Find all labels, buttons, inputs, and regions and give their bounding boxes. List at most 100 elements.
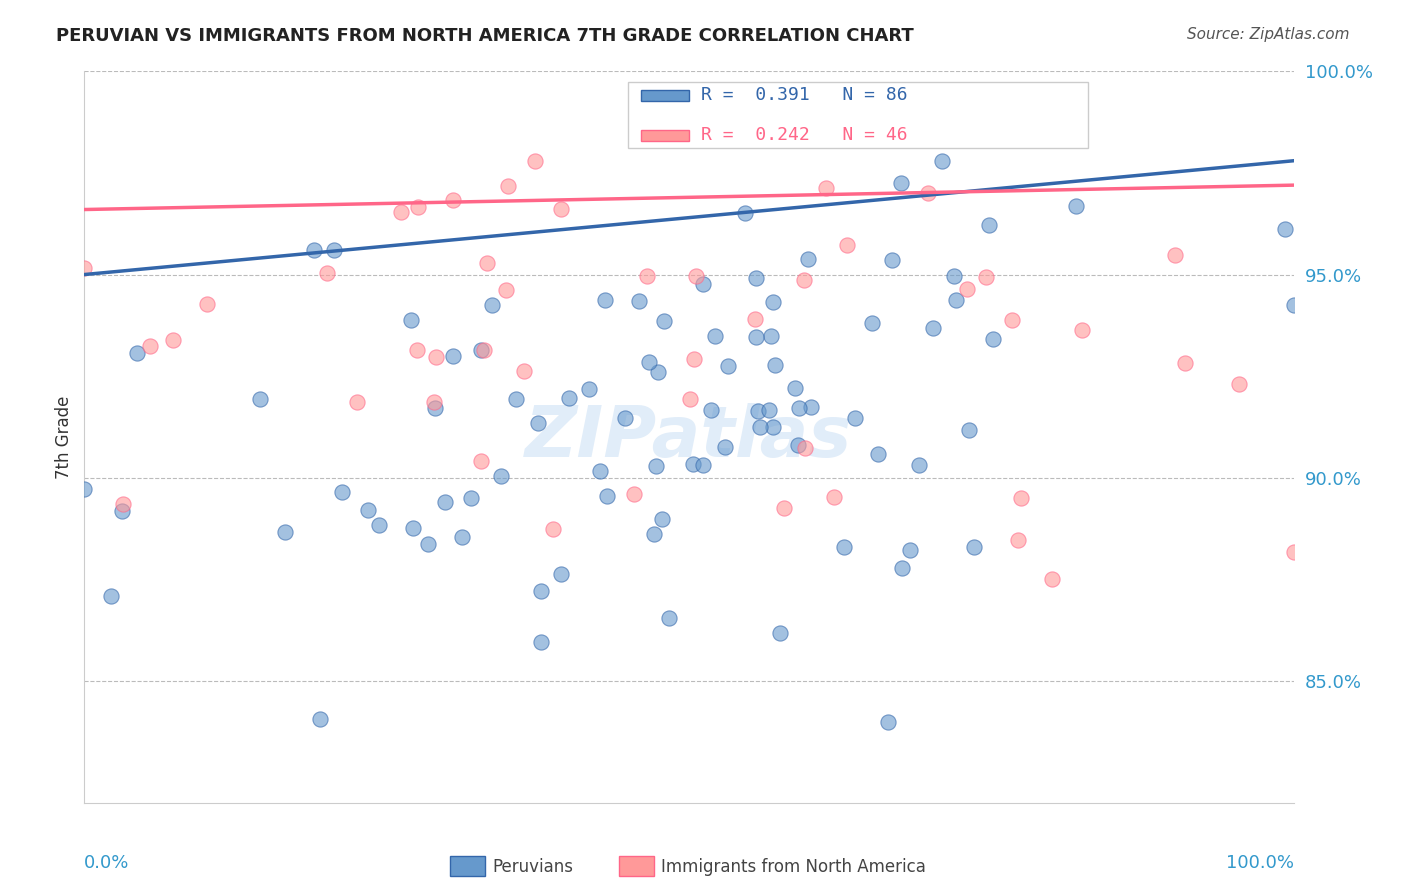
Point — [762, 419, 785, 434]
Point — [787, 401, 810, 415]
Point — [302, 243, 325, 257]
Point — [433, 495, 456, 509]
Bar — [628, 82, 1088, 148]
Point — [470, 343, 492, 357]
Point — [868, 447, 890, 461]
Point — [644, 459, 666, 474]
Point — [578, 382, 600, 396]
Point — [976, 269, 998, 284]
Text: 100.0%: 100.0% — [1226, 854, 1294, 872]
Point — [747, 404, 769, 418]
Point — [786, 438, 808, 452]
Point — [423, 394, 446, 409]
Point — [1164, 248, 1187, 262]
Point — [682, 351, 704, 366]
Point — [425, 401, 447, 416]
Point — [745, 270, 768, 285]
Point — [406, 343, 429, 357]
FancyBboxPatch shape — [641, 130, 689, 141]
Point — [773, 500, 796, 515]
Point — [401, 521, 423, 535]
Point — [1227, 377, 1250, 392]
Point — [491, 468, 513, 483]
Point — [315, 266, 337, 280]
Point — [651, 512, 673, 526]
Point — [793, 272, 815, 286]
Point — [139, 339, 162, 353]
Point — [945, 293, 967, 307]
Point — [714, 440, 737, 454]
Point — [1010, 491, 1032, 505]
Point — [505, 392, 527, 407]
Text: ZIPatlas: ZIPatlas — [526, 402, 852, 472]
Point — [638, 355, 661, 369]
Point — [692, 277, 714, 292]
Point — [1174, 356, 1197, 370]
Point — [922, 321, 945, 335]
Point — [744, 311, 766, 326]
Point — [593, 293, 616, 307]
Text: Immigrants from North America: Immigrants from North America — [661, 858, 925, 876]
Point — [100, 589, 122, 603]
Point — [495, 283, 517, 297]
Point — [523, 153, 546, 168]
Point — [274, 525, 297, 540]
Point — [678, 392, 700, 407]
FancyBboxPatch shape — [641, 90, 689, 101]
Text: PERUVIAN VS IMMIGRANTS FROM NORTH AMERICA 7TH GRADE CORRELATION CHART: PERUVIAN VS IMMIGRANTS FROM NORTH AMERIC… — [56, 27, 914, 45]
Point — [112, 497, 135, 511]
Point — [309, 712, 332, 726]
Point — [1070, 323, 1092, 337]
Point — [475, 255, 498, 269]
Point — [907, 458, 929, 472]
Point — [931, 153, 953, 168]
Point — [761, 329, 783, 343]
Point — [441, 349, 464, 363]
Point — [330, 485, 353, 500]
Point — [762, 295, 785, 310]
Point — [963, 540, 986, 554]
Point — [900, 543, 922, 558]
Point — [652, 314, 675, 328]
Point — [481, 297, 503, 311]
Point — [647, 366, 669, 380]
Point — [323, 244, 346, 258]
Point — [769, 626, 792, 640]
Point — [425, 351, 447, 365]
Text: Peruvians: Peruvians — [492, 858, 574, 876]
Point — [692, 458, 714, 473]
Point — [844, 411, 866, 425]
Point — [627, 294, 650, 309]
Text: R =  0.242   N = 46: R = 0.242 N = 46 — [702, 126, 908, 144]
Point — [527, 416, 550, 430]
Point — [823, 490, 845, 504]
Point — [700, 403, 723, 417]
Point — [399, 312, 422, 326]
Point — [717, 359, 740, 373]
Point — [550, 566, 572, 581]
Point — [880, 252, 903, 267]
Point — [111, 504, 134, 518]
Point — [451, 530, 474, 544]
Point — [596, 489, 619, 503]
Point — [530, 583, 553, 598]
Point — [877, 714, 900, 729]
Point — [389, 205, 412, 219]
Point — [1064, 199, 1087, 213]
Point — [832, 540, 855, 554]
Point — [860, 316, 883, 330]
Point — [758, 403, 780, 417]
Point — [658, 611, 681, 625]
Point — [890, 176, 912, 190]
Point — [977, 218, 1000, 232]
Point — [917, 186, 939, 200]
Point — [793, 441, 815, 455]
Point — [550, 202, 572, 216]
Y-axis label: 7th Grade: 7th Grade — [55, 395, 73, 479]
Point — [367, 518, 389, 533]
Point — [558, 391, 581, 405]
Point — [749, 419, 772, 434]
Point — [125, 345, 148, 359]
Point — [814, 181, 837, 195]
Point — [613, 411, 636, 425]
